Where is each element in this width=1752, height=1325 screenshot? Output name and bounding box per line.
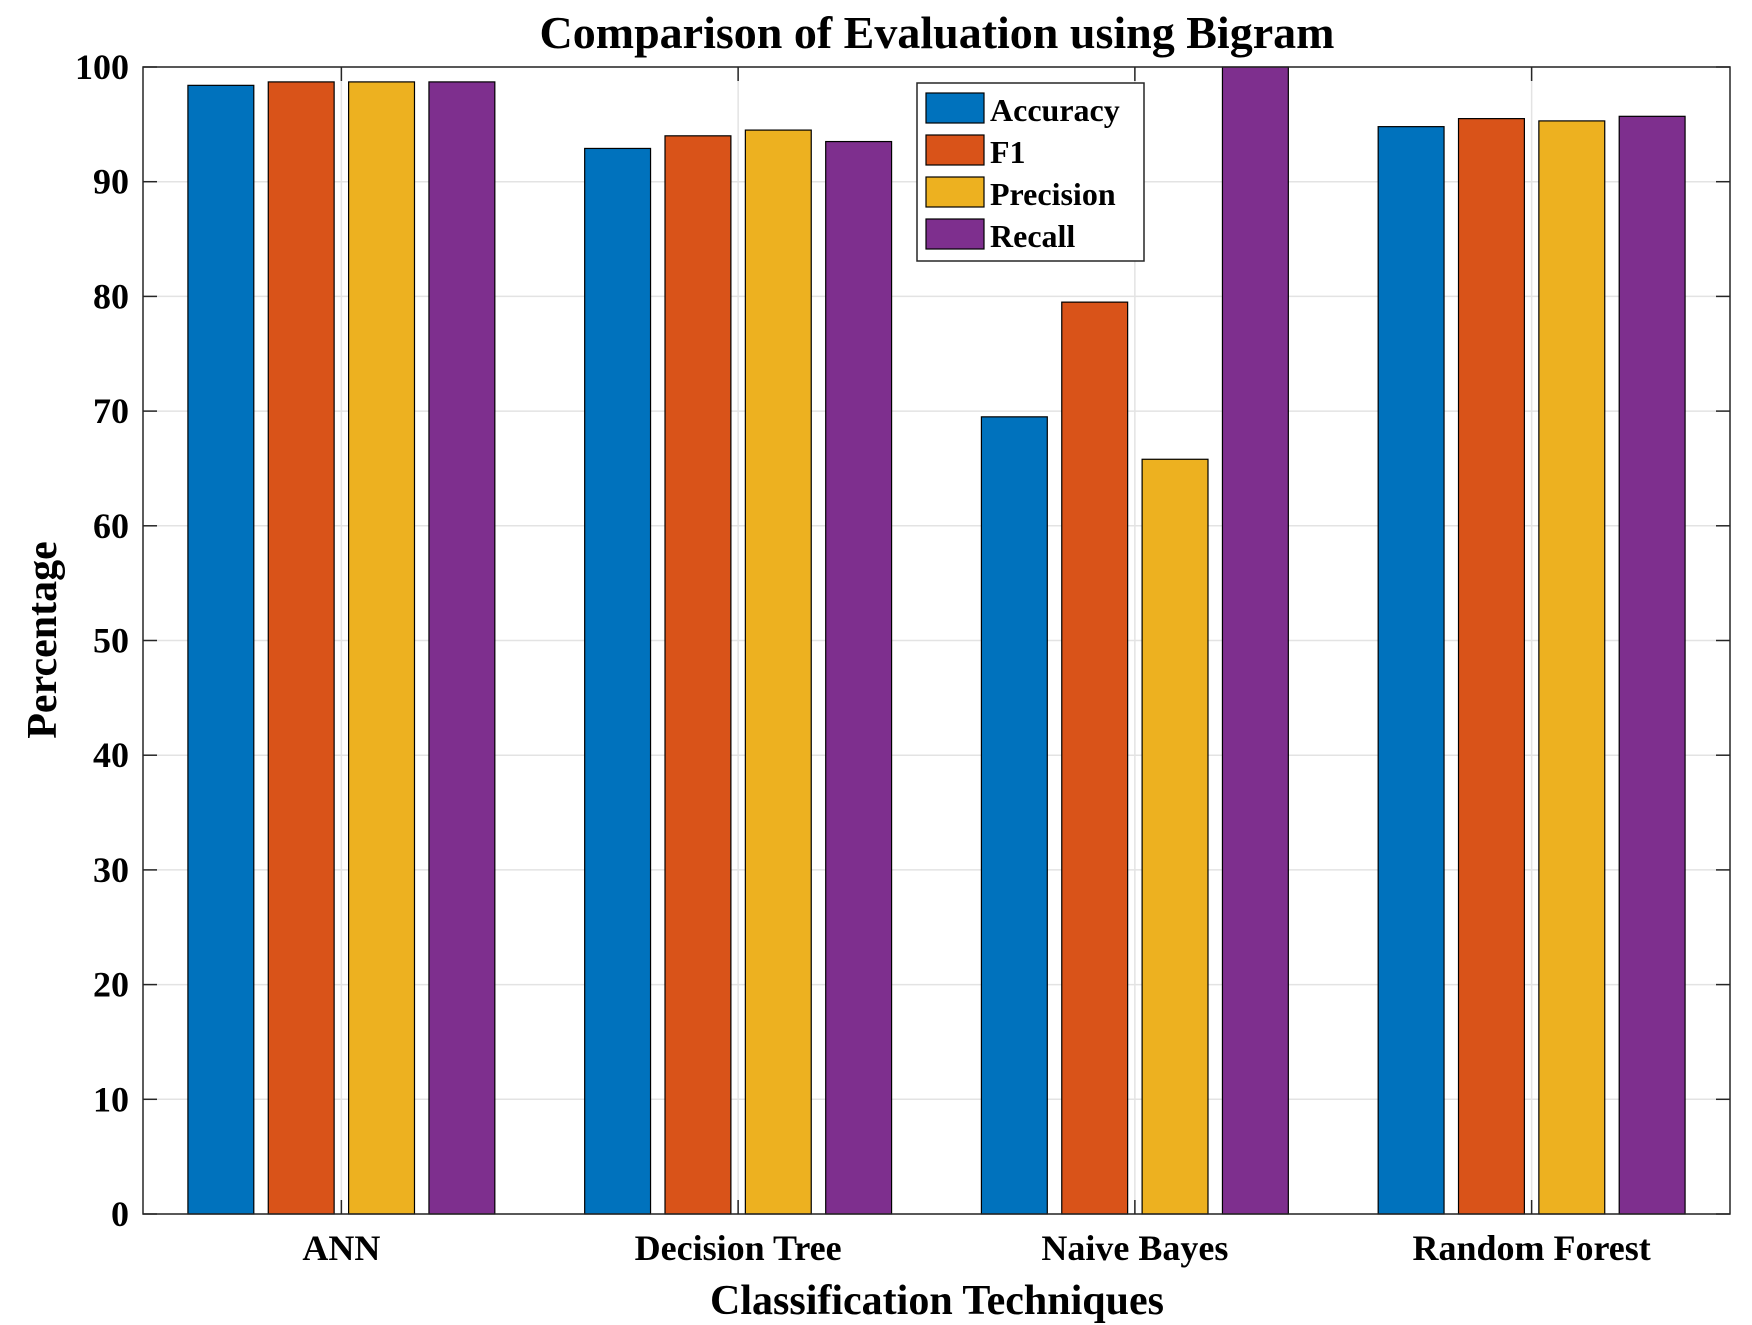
x-tick-label: ANN <box>302 1228 380 1268</box>
chart-title: Comparison of Evaluation using Bigram <box>540 7 1335 58</box>
legend-swatch <box>925 218 985 250</box>
y-tick-label: 30 <box>93 850 129 890</box>
bar-recall-naive-bayes <box>1221 66 1289 1215</box>
bar-precision-naive-bayes <box>1141 458 1209 1215</box>
legend-label: F1 <box>990 134 1026 170</box>
y-axis-label: Percentage <box>20 541 66 738</box>
x-tick-label: Random Forest <box>1412 1228 1650 1268</box>
bar-recall-random-forest <box>1618 115 1686 1215</box>
bar-f1-decision-tree <box>664 135 732 1215</box>
ticks: 0 10 20 30 40 50 60 70 80 90 100 ANN Decision Tree Na… <box>75 47 1730 1268</box>
y-tick-label: 0 <box>111 1194 129 1234</box>
y-tick-label: 90 <box>93 162 129 202</box>
y-tick-label: 40 <box>93 735 129 775</box>
bar-accuracy-ann <box>187 84 255 1215</box>
bar-recall-decision-tree <box>825 140 893 1215</box>
y-tick-label: 60 <box>93 506 129 546</box>
y-tick-label: 50 <box>93 621 129 661</box>
y-tick-label: 70 <box>93 391 129 431</box>
legend-swatch <box>925 92 985 124</box>
x-tick-label: Naive Bayes <box>1041 1228 1228 1268</box>
x-axis-label: Classification Techniques <box>710 1278 1164 1324</box>
y-tick-label: 100 <box>75 47 129 87</box>
bar-accuracy-naive-bayes <box>980 416 1048 1215</box>
bar-accuracy-random-forest <box>1377 126 1445 1215</box>
legend-swatch <box>925 134 985 166</box>
x-tick-label: Decision Tree <box>635 1228 842 1268</box>
bar-accuracy-decision-tree <box>584 147 652 1215</box>
bar-f1-naive-bayes <box>1061 301 1129 1215</box>
legend-swatch <box>925 176 985 208</box>
legend-label: Accuracy <box>990 92 1120 128</box>
legend: Accuracy F1 Precision Recall <box>916 82 1145 262</box>
bar-f1-ann <box>267 81 335 1215</box>
bar-recall-ann <box>428 81 496 1215</box>
bar-precision-decision-tree <box>744 129 812 1215</box>
bar-precision-ann <box>348 81 416 1215</box>
legend-label: Precision <box>990 176 1116 212</box>
bar-precision-random-forest <box>1538 120 1606 1215</box>
y-tick-label: 10 <box>93 1079 129 1119</box>
bar-f1-random-forest <box>1457 118 1525 1215</box>
y-tick-label: 80 <box>93 276 129 316</box>
legend-label: Recall <box>990 218 1075 254</box>
y-tick-label: 20 <box>93 965 129 1005</box>
bars <box>187 66 1686 1215</box>
